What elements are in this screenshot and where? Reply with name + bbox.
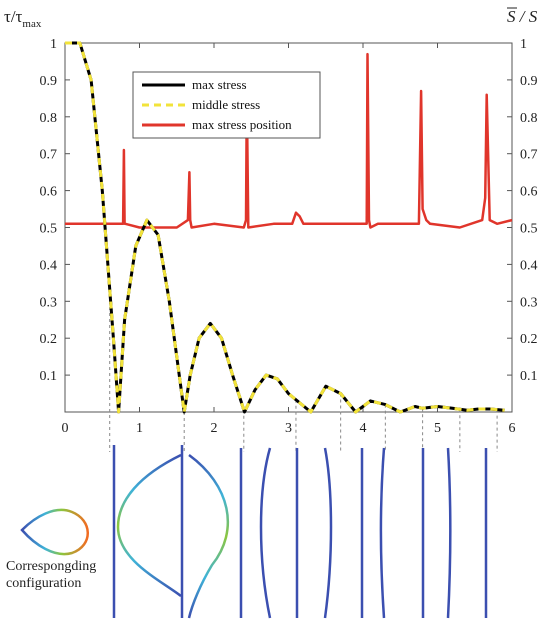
configuration-sketches: [20, 445, 488, 619]
configuration-caption: Correspongding configuration: [6, 559, 100, 591]
plot-area: 0.10.20.30.40.50.60.70.80.91 0.10.20.30.…: [40, 37, 538, 452]
y-tick-label-right: 0.5: [520, 222, 538, 237]
x-tick-label: 1: [136, 421, 143, 436]
y-tick-label-left: 0.5: [40, 222, 58, 237]
y-tick-label-right: 0.7: [520, 148, 538, 163]
configuration-droplet: [20, 508, 89, 556]
y-tick-label-right: 0.4: [520, 258, 538, 273]
right-axis-ticks: 0.1 0.2 0.3 0.4 0.5 0.6 0.7 0.8 0.9 1: [507, 37, 538, 384]
legend-box: [132, 71, 321, 139]
y-tick-label-left: 0.6: [40, 185, 58, 200]
configuration-bent-2: [259, 447, 272, 619]
y-tick-label-left: 0.2: [40, 332, 58, 347]
y-tick-label-left: 0.7: [40, 148, 58, 163]
x-tick-label: 4: [360, 421, 367, 436]
configuration-bent-4: [379, 447, 386, 619]
y-tick-label-left: 1: [50, 37, 57, 52]
legend-label-max-stress-position: max stress position: [192, 117, 292, 132]
legend-label-max-stress: max stress: [192, 77, 247, 92]
y-tick-label-left: 0.4: [40, 258, 58, 273]
configuration-arc: [116, 453, 182, 597]
y-tick-label-right: 0.8: [520, 111, 538, 126]
configuration-bent-3: [323, 447, 333, 619]
series-layer: [65, 41, 513, 414]
y-tick-label-right: 1: [520, 37, 527, 52]
series-line-max-stress-position: [65, 52, 513, 229]
y-tick-label-right: 0.6: [520, 185, 538, 200]
legend-label-middle-stress: middle stress: [192, 97, 260, 112]
y-tick-label-left: 0.8: [40, 111, 58, 126]
y-tick-label-right: 0.9: [520, 74, 538, 89]
y-tick-label-right: 0.1: [520, 369, 538, 384]
series-line-middle-stress: [65, 41, 505, 414]
y-tick-label-left: 0.9: [40, 74, 58, 89]
x-tick-label: 0: [62, 421, 69, 436]
x-axis-ticks: 0 1 2 3 4 5 6: [62, 43, 516, 436]
configuration-bent-5: [446, 447, 452, 619]
x-tick-label: 3: [285, 421, 292, 436]
left-axis-ticks: 0.1 0.2 0.3 0.4 0.5 0.6 0.7 0.8 0.9 1: [40, 37, 70, 384]
y-tick-label-left: 0.3: [40, 295, 58, 310]
guide-lines: [109, 289, 498, 452]
legend: max stress middle stress max stress posi…: [132, 71, 321, 139]
left-axis-label: τ/τmax: [4, 7, 42, 30]
y-tick-label-right: 0.3: [520, 295, 538, 310]
right-axis-label: S / S: [507, 7, 538, 26]
x-tick-label: 6: [509, 421, 516, 436]
x-tick-label: 2: [211, 421, 218, 436]
y-tick-label-right: 0.2: [520, 332, 538, 347]
x-tick-label: 5: [434, 421, 441, 436]
y-tick-label-left: 0.1: [40, 369, 58, 384]
configuration-bent-1: [187, 453, 229, 619]
